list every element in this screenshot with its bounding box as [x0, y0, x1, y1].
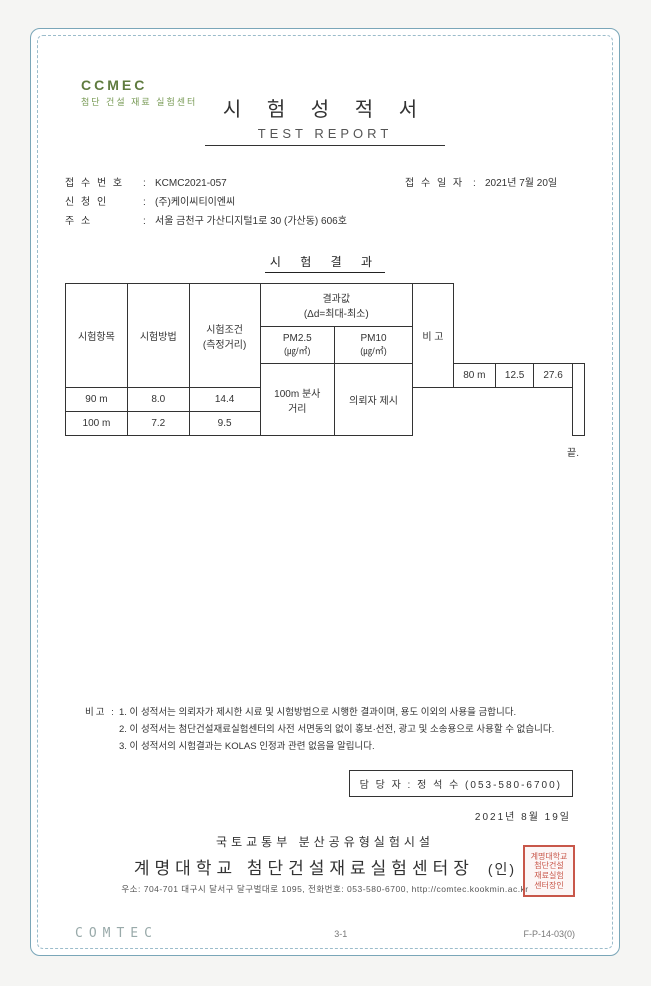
cell-remark [572, 364, 584, 436]
colon: : [473, 174, 476, 193]
contact-value: 정 석 수 (053-580-6700) [417, 780, 562, 791]
title-underline [205, 145, 445, 146]
applicant-label: 신 청 인 [65, 193, 143, 212]
note-line-2: 2. 이 성적서는 첨단건설재료실험센터의 사전 서면동의 없이 홍보·선전, … [119, 721, 605, 738]
th-pm25: PM2.5(㎍/㎥) [260, 327, 335, 364]
cell-dist-2: 100 m [66, 412, 128, 436]
note-line-3: 3. 이 성적서의 시험결과는 KOLAS 인정과 관련 없음을 알립니다. [119, 738, 605, 755]
notes-label: 비고 : [85, 704, 119, 721]
address-value: 서울 금천구 가산디지털1로 30 (가산동) 606호 [155, 212, 347, 231]
logo-text-sub: 첨단 건설 재료 실험센터 [81, 95, 197, 108]
page-footer: COMTEC 3-1 F-P-14-03(0) [31, 926, 619, 941]
logo-text-top: CCMEC [81, 77, 197, 93]
cell-dist-1: 90 m [66, 388, 128, 412]
colon: : [143, 212, 155, 231]
th-pm10: PM10(㎍/㎥) [335, 327, 413, 364]
th-method: 시험방법 [127, 284, 189, 388]
section-title: 시 험 결 과 [65, 253, 585, 270]
issue-date: 2021년 8월 19일 [475, 808, 571, 823]
cell-method: 의뢰자 제시 [335, 364, 413, 436]
receipt-date-value: 2021년 7월 20일 [485, 174, 557, 193]
cell-pm25-2: 7.2 [127, 412, 189, 436]
contact-box: 담 당 자 : 정 석 수 (053-580-6700) [349, 770, 573, 797]
colon: : [143, 193, 155, 212]
logo-block: CCMEC 첨단 건설 재료 실험센터 [81, 77, 197, 108]
th-result-group: 결과값 (Δd=최대-최소) [260, 284, 413, 327]
contact-label: 담 당 자 : [360, 780, 413, 791]
address-label: 주 소 [65, 212, 143, 231]
th-item: 시험항목 [66, 284, 128, 388]
cell-dist-0: 80 m [453, 364, 495, 388]
title-english: TEST REPORT [65, 126, 585, 141]
cell-pm25-0: 12.5 [495, 364, 533, 388]
cell-pm10-2: 9.5 [189, 412, 260, 436]
report-page: CCMEC 첨단 건설 재료 실험센터 시 험 성 적 서 TEST REPOR… [30, 28, 620, 956]
th-condition: 시험조건 (측정거리) [189, 284, 260, 388]
cell-pm10-0: 27.6 [534, 364, 572, 388]
official-seal-icon: 계명대학교 첨단건설 재료실험 센터장인 [523, 845, 575, 897]
notes-block: 비고 : 1. 이 성적서는 의뢰자가 제시한 시료 및 시험방법으로 시행한 … [85, 704, 605, 755]
footer-logo: COMTEC [75, 926, 158, 941]
cell-item: 100m 분사 거리 [260, 364, 335, 436]
section-underline [265, 272, 385, 273]
colon: : [143, 174, 155, 193]
footer-form: F-P-14-03(0) [523, 929, 575, 939]
th-remark: 비 고 [413, 284, 454, 388]
cell-pm10-1: 14.4 [189, 388, 260, 412]
end-mark: 끝. [65, 444, 585, 459]
note-line-1: 1. 이 성적서는 의뢰자가 제시한 시료 및 시험방법으로 시행한 결과이며,… [119, 704, 605, 721]
receipt-no-value: KCMC2021-057 [155, 174, 227, 193]
footer-page: 3-1 [334, 929, 347, 939]
meta-block: 접 수 번 호 : KCMC2021-057 접 수 일 자 : 2021년 7… [65, 174, 585, 231]
receipt-date-label: 접 수 일 자 [405, 174, 464, 193]
applicant-value: (주)케이씨티이엔씨 [155, 193, 235, 212]
receipt-no-label: 접 수 번 호 [65, 174, 143, 193]
seal-word: (인) [488, 859, 516, 879]
cell-pm25-1: 8.0 [127, 388, 189, 412]
results-table: 시험항목 시험방법 시험조건 (측정거리) 결과값 (Δd=최대-최소) 비 고… [65, 283, 585, 436]
